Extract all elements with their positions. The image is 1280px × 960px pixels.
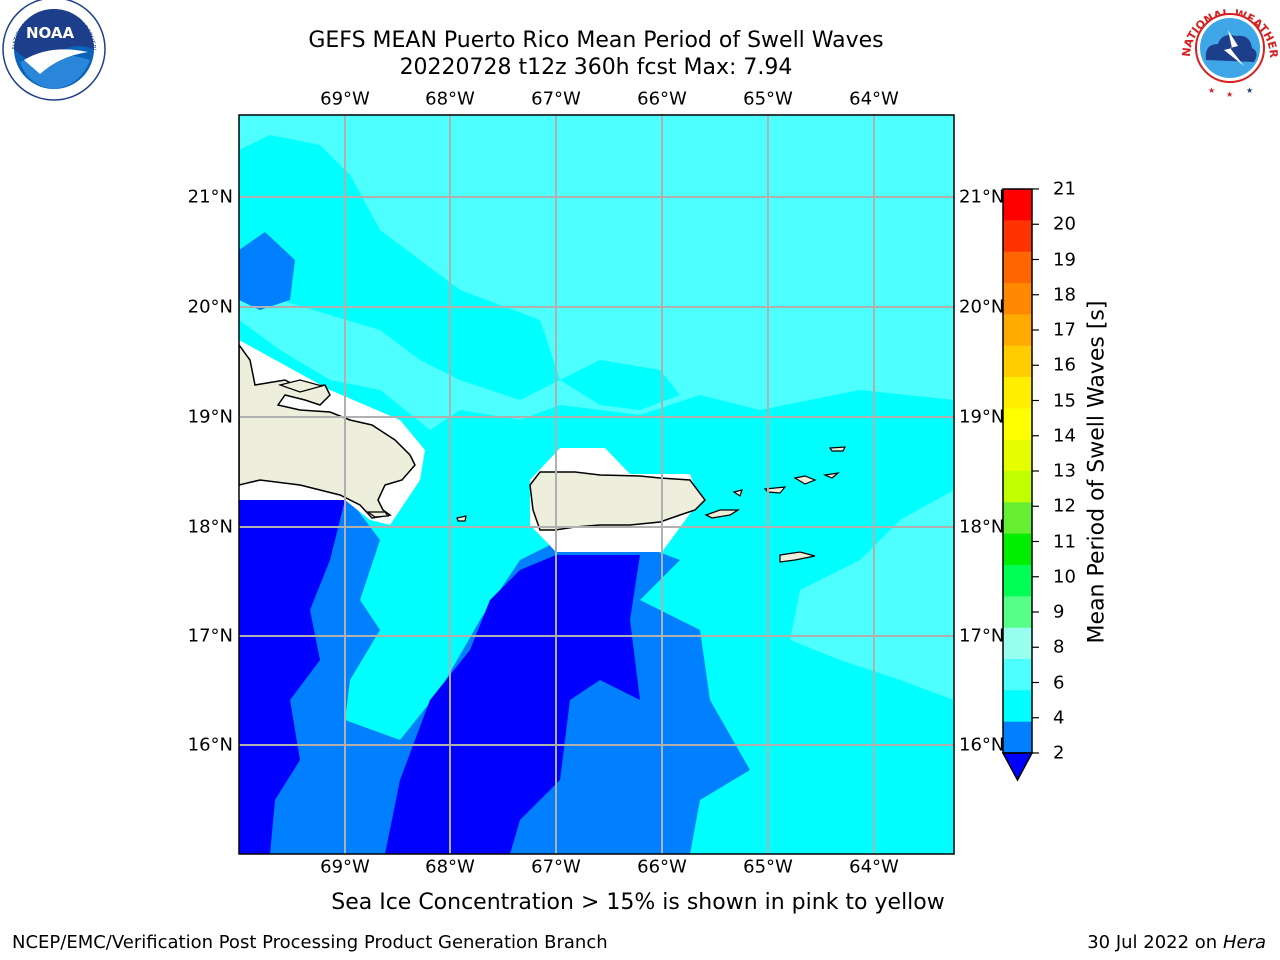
lat-label-right: 17°N xyxy=(959,625,1005,647)
colorbar-segment xyxy=(1003,596,1032,629)
colorbar-segment xyxy=(1003,690,1032,723)
lon-label-bottom: 67°W xyxy=(531,856,581,878)
colorbar-tick-label: 11 xyxy=(1053,531,1076,552)
footer-date-text: 30 Jul 2022 on xyxy=(1087,932,1223,953)
chart-title: GEFS MEAN Puerto Rico Mean Period of Swe… xyxy=(308,28,884,53)
colorbar-tick-label: 17 xyxy=(1053,319,1076,341)
lon-label-top: 68°W xyxy=(425,88,475,110)
colorbar xyxy=(1001,188,1039,782)
lon-label-bottom: 69°W xyxy=(320,856,370,878)
lon-label-top: 65°W xyxy=(743,88,793,110)
svg-text:★: ★ xyxy=(1226,90,1233,99)
map-frame xyxy=(238,114,955,855)
nws-logo: NATIONAL WEATHER SERVICE ★ ★ ★ xyxy=(0,0,1280,99)
svg-text:★: ★ xyxy=(1246,86,1253,95)
colorbar-tick-label: 14 xyxy=(1053,425,1076,447)
lon-label-top: 69°W xyxy=(320,88,370,110)
colorbar-tick-label: 20 xyxy=(1053,213,1076,235)
footer-date: 30 Jul 2022 on Hera xyxy=(1087,932,1266,953)
lon-label-bottom: 66°W xyxy=(637,856,687,878)
colorbar-segment xyxy=(1003,377,1032,409)
colorbar-tick-label: 10 xyxy=(1053,566,1076,588)
colorbar-tick-label: 13 xyxy=(1053,460,1076,482)
map-gridlines xyxy=(239,115,954,854)
colorbar-tick-label: 12 xyxy=(1053,495,1076,517)
colorbar-segment xyxy=(1003,189,1032,221)
colorbar-segment xyxy=(1003,533,1032,566)
colorbar-tick-label: 8 xyxy=(1053,636,1065,658)
colorbar-segment xyxy=(1003,659,1032,691)
colorbar-tick-label: 19 xyxy=(1053,249,1076,270)
lon-label-bottom: 64°W xyxy=(849,856,899,878)
lat-label-left: 16°N xyxy=(187,734,233,756)
footer-machine: Hera xyxy=(1222,932,1266,953)
colorbar-segment xyxy=(1003,721,1032,754)
colorbar-segment xyxy=(1003,408,1032,441)
noaa-logo-name: NOAA xyxy=(26,24,75,42)
footer-source: NCEP/EMC/Verification Post Processing Pr… xyxy=(12,932,608,953)
colorbar-segment xyxy=(1003,471,1032,503)
lon-label-bottom: 65°W xyxy=(743,856,793,878)
colorbar-tick-label: 21 xyxy=(1053,178,1076,200)
lon-label-bottom: 68°W xyxy=(425,856,475,878)
colorbar-tick-label: 2 xyxy=(1053,742,1065,764)
colorbar-tick-label: 9 xyxy=(1053,601,1065,623)
colorbar-segment xyxy=(1003,565,1032,597)
lat-label-left: 20°N xyxy=(187,296,233,318)
lat-label-left: 21°N xyxy=(187,186,233,208)
lat-label-right: 20°N xyxy=(959,296,1005,318)
colorbar-tick-label: 16 xyxy=(1053,354,1076,376)
swell-period-field xyxy=(239,115,954,854)
colorbar-segment xyxy=(1003,220,1032,253)
noaa-logo: NATIONAL OCEANIC AND ATMOSPHERIC ADMINIS… xyxy=(0,0,106,101)
lat-label-left: 17°N xyxy=(187,625,233,647)
colorbar-tick-label: 4 xyxy=(1053,707,1065,729)
colorbar-label: Mean Period of Swell Waves [s] xyxy=(1084,300,1110,644)
lat-label-left: 19°N xyxy=(187,406,233,428)
lat-label-right: 16°N xyxy=(959,734,1005,756)
lat-label-right: 19°N xyxy=(959,406,1005,428)
colorbar-tick-label: 18 xyxy=(1053,284,1076,306)
lon-label-top: 64°W xyxy=(849,88,899,110)
colorbar-segment xyxy=(1003,345,1032,378)
colorbar-tick-label: 15 xyxy=(1053,390,1076,411)
nws-ring-text: NATIONAL WEATHER SERVICE xyxy=(0,0,1280,59)
lon-label-top: 67°W xyxy=(531,88,581,110)
colorbar-segment xyxy=(1003,627,1032,660)
colorbar-segment xyxy=(1003,439,1032,472)
colorbar-segment xyxy=(1003,251,1032,284)
lat-label-right: 18°N xyxy=(959,516,1005,538)
colorbar-segment xyxy=(1003,502,1032,535)
svg-text:★: ★ xyxy=(1208,86,1215,95)
chart-subtitle: 20220728 t12z 360h fcst Max: 7.94 xyxy=(399,55,793,80)
lat-label-left: 18°N xyxy=(187,516,233,538)
sea-ice-note: Sea Ice Concentration > 15% is shown in … xyxy=(331,890,945,915)
lon-label-top: 66°W xyxy=(637,88,687,110)
colorbar-segment xyxy=(1003,283,1032,315)
lat-label-right: 21°N xyxy=(959,186,1005,208)
colorbar-segment xyxy=(1003,314,1032,347)
colorbar-extend-arrow xyxy=(1001,752,1034,782)
colorbar-tick-label: 6 xyxy=(1053,672,1065,693)
